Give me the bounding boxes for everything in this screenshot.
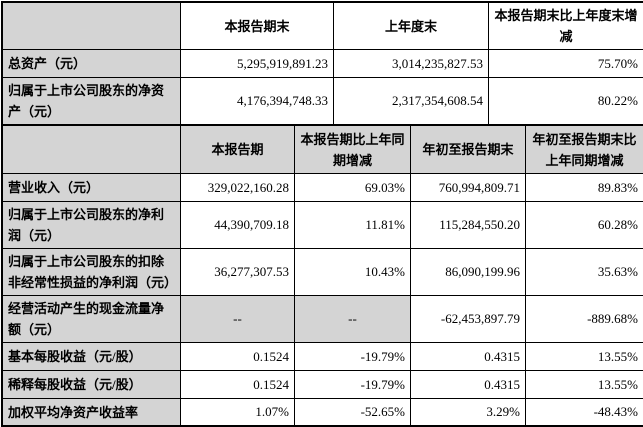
cell-ytd-value: 760,994,809.71 xyxy=(411,174,526,202)
cell-prior-year-value: 2,317,354,608.54 xyxy=(334,78,489,125)
table-row-net-profit-excl-nonrecurring: 归属于上市公司股东的扣除非经常性损益的净利润（元） 36,277,307.53 … xyxy=(3,249,643,296)
cell-current-value: 4,176,394,748.33 xyxy=(181,78,334,125)
table-row-operating-cash-flow: 经营活动产生的现金流量净额（元） -- -- -62,453,897.79 -8… xyxy=(3,296,643,343)
table-row-operating-revenue: 营业收入（元） 329,022,160.28 69.03% 760,994,80… xyxy=(3,174,643,202)
cell-ytd-value: 0.4315 xyxy=(411,343,526,371)
cell-ytd-change: 89.83% xyxy=(526,174,643,202)
header-period-end-change: 本报告期末比上年度末增减 xyxy=(489,3,643,50)
cell-change-value: 75.70% xyxy=(489,50,643,78)
ytd-header-row: 本报告期 本报告期比上年同期增减 年初至报告期末 年初至报告期末比上年同期增减 xyxy=(3,126,643,174)
cell-ytd-change: 35.63% xyxy=(526,249,643,296)
table-row-total-assets: 总资产（元） 5,295,919,891.23 3,014,235,827.53… xyxy=(3,50,643,78)
header-current-period: 本报告期 xyxy=(181,126,295,174)
cell-period-value: 36,277,307.53 xyxy=(181,249,295,296)
cell-change-value: 80.22% xyxy=(489,78,643,125)
row-label: 总资产（元） xyxy=(3,50,181,78)
cell-ytd-change: -889.68% xyxy=(526,296,643,343)
row-label: 基本每股收益（元/股） xyxy=(3,343,181,371)
cell-period-change: -- xyxy=(295,296,411,343)
cell-ytd-value: 115,284,550.20 xyxy=(411,202,526,249)
cell-ytd-change: 13.55% xyxy=(526,371,643,399)
cell-ytd-value: 0.4315 xyxy=(411,371,526,399)
cell-period-value: -- xyxy=(181,296,295,343)
table-row-diluted-eps: 稀释每股收益（元/股） 0.1524 -19.79% 0.4315 13.55% xyxy=(3,371,643,399)
corner-cell xyxy=(3,126,181,174)
header-ytd-change: 年初至报告期末比上年同期增减 xyxy=(526,126,643,174)
row-label: 归属于上市公司股东的净利润（元） xyxy=(3,202,181,249)
row-label: 归属于上市公司股东的净资产（元） xyxy=(3,78,181,125)
table-row-net-assets: 归属于上市公司股东的净资产（元） 4,176,394,748.33 2,317,… xyxy=(3,78,643,125)
cell-period-change: -19.79% xyxy=(295,343,411,371)
row-label: 经营活动产生的现金流量净额（元） xyxy=(3,296,181,343)
table-row-basic-eps: 基本每股收益（元/股） 0.1524 -19.79% 0.4315 13.55% xyxy=(3,343,643,371)
cell-period-value: 1.07% xyxy=(181,399,295,426)
header-prior-year-end: 上年度末 xyxy=(334,3,489,50)
cell-current-value: 5,295,919,891.23 xyxy=(181,50,334,78)
cell-period-value: 44,390,709.18 xyxy=(181,202,295,249)
header-period-change: 本报告期比上年同期增减 xyxy=(295,126,411,174)
cell-ytd-change: 13.55% xyxy=(526,343,643,371)
row-label: 稀释每股收益（元/股） xyxy=(3,371,181,399)
cell-prior-year-value: 3,014,235,827.53 xyxy=(334,50,489,78)
cell-ytd-change: -48.43% xyxy=(526,399,643,426)
row-label: 加权平均净资产收益率 xyxy=(3,399,181,426)
header-current-period-end: 本报告期末 xyxy=(181,3,334,50)
cell-period-change: 10.43% xyxy=(295,249,411,296)
corner-cell xyxy=(3,3,181,50)
cell-ytd-change: 60.28% xyxy=(526,202,643,249)
cell-ytd-value: 3.29% xyxy=(411,399,526,426)
table-row-net-profit: 归属于上市公司股东的净利润（元） 44,390,709.18 11.81% 11… xyxy=(3,202,643,249)
header-ytd: 年初至报告期末 xyxy=(411,126,526,174)
ytd-table: 本报告期 本报告期比上年同期增减 年初至报告期末 年初至报告期末比上年同期增减 … xyxy=(2,125,643,426)
table-row-weighted-avg-roe: 加权平均净资产收益率 1.07% -52.65% 3.29% -48.43% xyxy=(3,399,643,426)
cell-period-change: -52.65% xyxy=(295,399,411,426)
period-end-table: 本报告期末 上年度末 本报告期末比上年度末增减 总资产（元） 5,295,919… xyxy=(2,2,643,125)
cell-period-change: 69.03% xyxy=(295,174,411,202)
row-label: 归属于上市公司股东的扣除非经常性损益的净利润（元） xyxy=(3,249,181,296)
cell-period-change: -19.79% xyxy=(295,371,411,399)
cell-ytd-value: -62,453,897.79 xyxy=(411,296,526,343)
row-label: 营业收入（元） xyxy=(3,174,181,202)
cell-period-value: 329,022,160.28 xyxy=(181,174,295,202)
cell-period-value: 0.1524 xyxy=(181,343,295,371)
period-end-header-row: 本报告期末 上年度末 本报告期末比上年度末增减 xyxy=(3,3,643,50)
cell-period-value: 0.1524 xyxy=(181,371,295,399)
cell-period-change: 11.81% xyxy=(295,202,411,249)
cell-ytd-value: 86,090,199.96 xyxy=(411,249,526,296)
